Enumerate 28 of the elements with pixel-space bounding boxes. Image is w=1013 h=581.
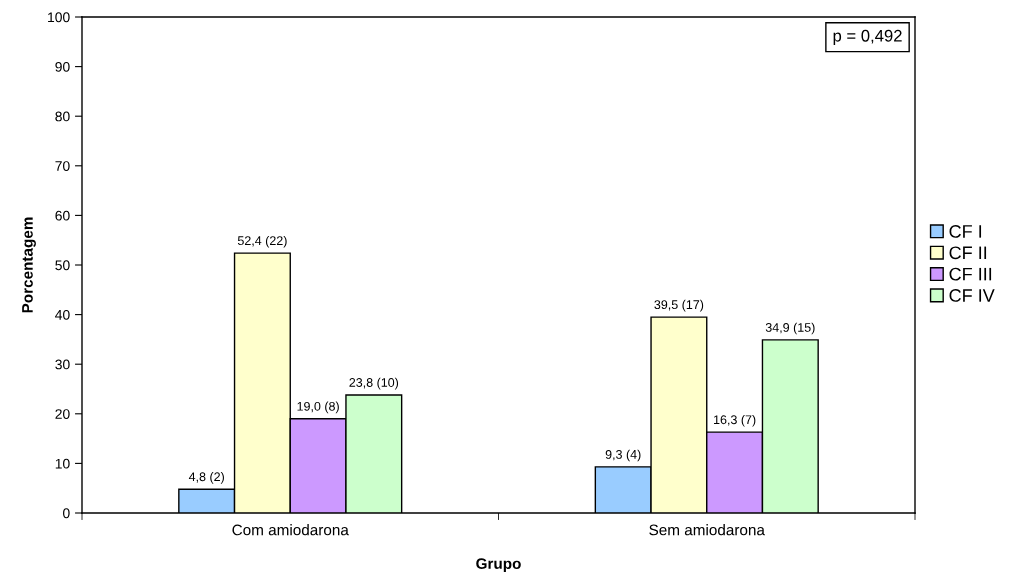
y-tick-label: 10: [55, 458, 70, 469]
y-tick-label: 60: [55, 210, 70, 221]
y-tick-label: 100: [48, 12, 70, 23]
x-tick-label: Sem amiodarona: [649, 524, 765, 536]
legend-label: CF III: [949, 267, 992, 281]
y-tick-label: 20: [55, 409, 70, 419]
y-axis-title: Porcentagem: [22, 217, 36, 313]
x-tick-label: Com amiodarona: [232, 524, 349, 536]
legend-label: CF IV: [949, 289, 995, 302]
data-label: 19,0 (8): [297, 401, 339, 414]
y-tick-label: 40: [55, 309, 70, 320]
data-label: 34,9 (15): [765, 322, 815, 335]
y-tick-label: 0: [63, 508, 70, 519]
y-tick-label: 80: [55, 111, 70, 122]
legend-label: CF I: [949, 225, 982, 238]
data-label: 39,5 (17): [654, 299, 704, 312]
y-tick-label: 70: [55, 161, 70, 171]
y-tick-label: 90: [55, 61, 70, 72]
y-tick-label: 30: [55, 359, 70, 370]
annotation: p = 0,492: [833, 29, 902, 45]
legend-label: CF II: [949, 246, 987, 260]
data-label: 9,3 (4): [605, 449, 641, 462]
data-label: 52,4 (22): [237, 235, 287, 248]
data-label: 23,8 (10): [349, 377, 399, 390]
y-tick-label: 50: [55, 260, 70, 271]
x-axis-title: Grupo: [476, 558, 521, 573]
data-label: 4,8 (2): [188, 471, 224, 484]
data-label: 16,3 (7): [714, 414, 756, 427]
